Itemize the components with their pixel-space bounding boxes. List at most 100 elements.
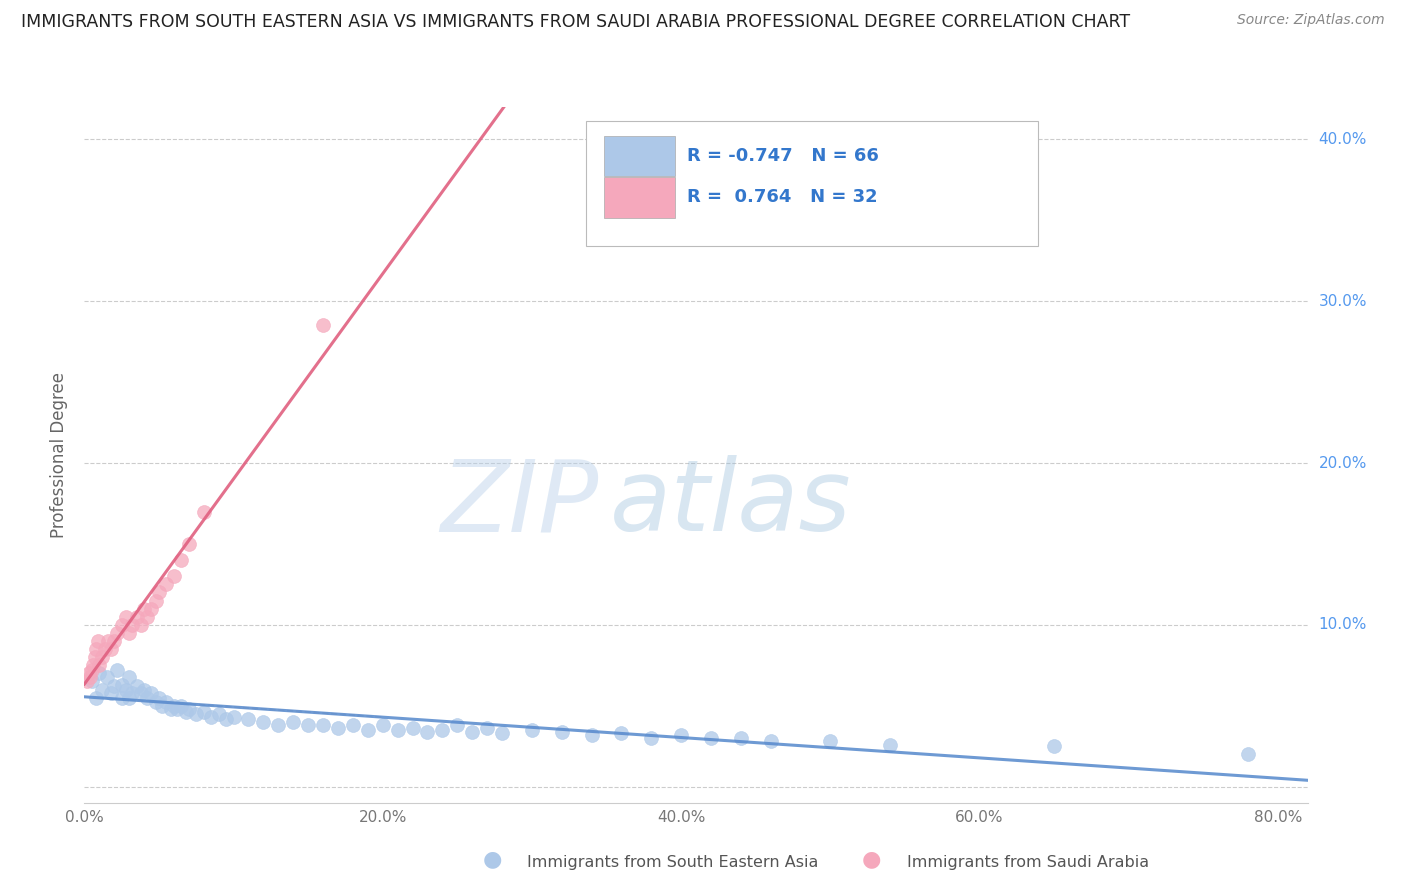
Point	[342, 718, 364, 732]
Point	[326, 722, 349, 736]
Point	[118, 626, 141, 640]
Point	[297, 718, 319, 732]
Point	[115, 609, 138, 624]
Point	[100, 642, 122, 657]
Point	[89, 658, 111, 673]
Point	[148, 585, 170, 599]
Text: ●: ●	[862, 850, 882, 870]
Point	[100, 686, 122, 700]
Point	[640, 731, 662, 745]
Point	[215, 712, 238, 726]
Point	[121, 686, 143, 700]
Point	[432, 723, 454, 737]
Point	[730, 731, 752, 745]
Text: 30.0%: 30.0%	[1319, 293, 1367, 309]
Point	[174, 705, 197, 719]
Point	[84, 642, 107, 657]
Point	[82, 658, 104, 673]
Point	[252, 714, 274, 729]
Point	[118, 670, 141, 684]
Point	[111, 690, 134, 705]
Point	[132, 601, 155, 615]
Point	[118, 690, 141, 705]
Point	[155, 577, 177, 591]
Point	[283, 714, 305, 729]
Point	[357, 723, 380, 737]
Point	[141, 601, 163, 615]
Point	[401, 722, 423, 736]
Point	[105, 663, 128, 677]
Point	[163, 698, 186, 713]
Point	[475, 722, 498, 736]
Point	[610, 726, 633, 740]
Point	[145, 696, 167, 710]
Point	[520, 723, 543, 737]
Point	[818, 734, 841, 748]
Point	[207, 706, 229, 721]
Point	[461, 724, 484, 739]
Text: 20.0%: 20.0%	[1319, 456, 1367, 470]
FancyBboxPatch shape	[586, 121, 1039, 246]
Point	[80, 663, 103, 677]
Point	[581, 728, 603, 742]
Point	[125, 679, 148, 693]
Text: ●: ●	[482, 850, 502, 870]
Point	[170, 698, 193, 713]
Point	[89, 666, 111, 681]
Point	[94, 642, 117, 657]
Point	[163, 569, 186, 583]
Point	[177, 702, 200, 716]
Text: atlas: atlas	[610, 455, 852, 552]
Point	[222, 710, 245, 724]
Text: IMMIGRANTS FROM SOUTH EASTERN ASIA VS IMMIGRANTS FROM SAUDI ARABIA PROFESSIONAL : IMMIGRANTS FROM SOUTH EASTERN ASIA VS IM…	[21, 13, 1130, 31]
Point	[129, 617, 152, 632]
Text: Source: ZipAtlas.com: Source: ZipAtlas.com	[1237, 13, 1385, 28]
Point	[136, 690, 159, 705]
Y-axis label: Professional Degree: Professional Degree	[51, 372, 69, 538]
Text: 10.0%: 10.0%	[1319, 617, 1367, 632]
Point	[193, 705, 215, 719]
Point	[193, 504, 215, 518]
Point	[96, 670, 118, 684]
Point	[105, 626, 128, 640]
Point	[103, 634, 125, 648]
Point	[669, 728, 692, 742]
Point	[111, 617, 134, 632]
Point	[700, 731, 723, 745]
Point	[759, 734, 782, 748]
Point	[879, 738, 901, 752]
Text: Immigrants from South Eastern Asia: Immigrants from South Eastern Asia	[527, 855, 818, 870]
Text: R = -0.747   N = 66: R = -0.747 N = 66	[688, 147, 879, 165]
Point	[84, 690, 107, 705]
Point	[491, 726, 513, 740]
Point	[76, 674, 98, 689]
Point	[186, 706, 208, 721]
Text: 40.0%: 40.0%	[1319, 132, 1367, 147]
Point	[91, 682, 114, 697]
FancyBboxPatch shape	[605, 178, 675, 218]
Point	[148, 690, 170, 705]
Point	[87, 634, 110, 648]
Point	[200, 710, 222, 724]
Point	[129, 686, 152, 700]
Point	[80, 674, 103, 689]
Point	[170, 553, 193, 567]
Point	[115, 682, 138, 697]
Point	[141, 686, 163, 700]
Point	[97, 634, 120, 648]
Point	[160, 702, 183, 716]
Point	[121, 617, 143, 632]
Point	[238, 712, 260, 726]
Point	[312, 718, 335, 732]
Point	[83, 650, 105, 665]
Point	[79, 670, 101, 684]
Text: Immigrants from Saudi Arabia: Immigrants from Saudi Arabia	[907, 855, 1149, 870]
Point	[111, 678, 134, 692]
Point	[155, 696, 177, 710]
Point	[387, 723, 409, 737]
Point	[371, 718, 394, 732]
Point	[267, 718, 290, 732]
Point	[91, 650, 114, 665]
Point	[136, 609, 159, 624]
Text: ZIP: ZIP	[440, 455, 598, 552]
